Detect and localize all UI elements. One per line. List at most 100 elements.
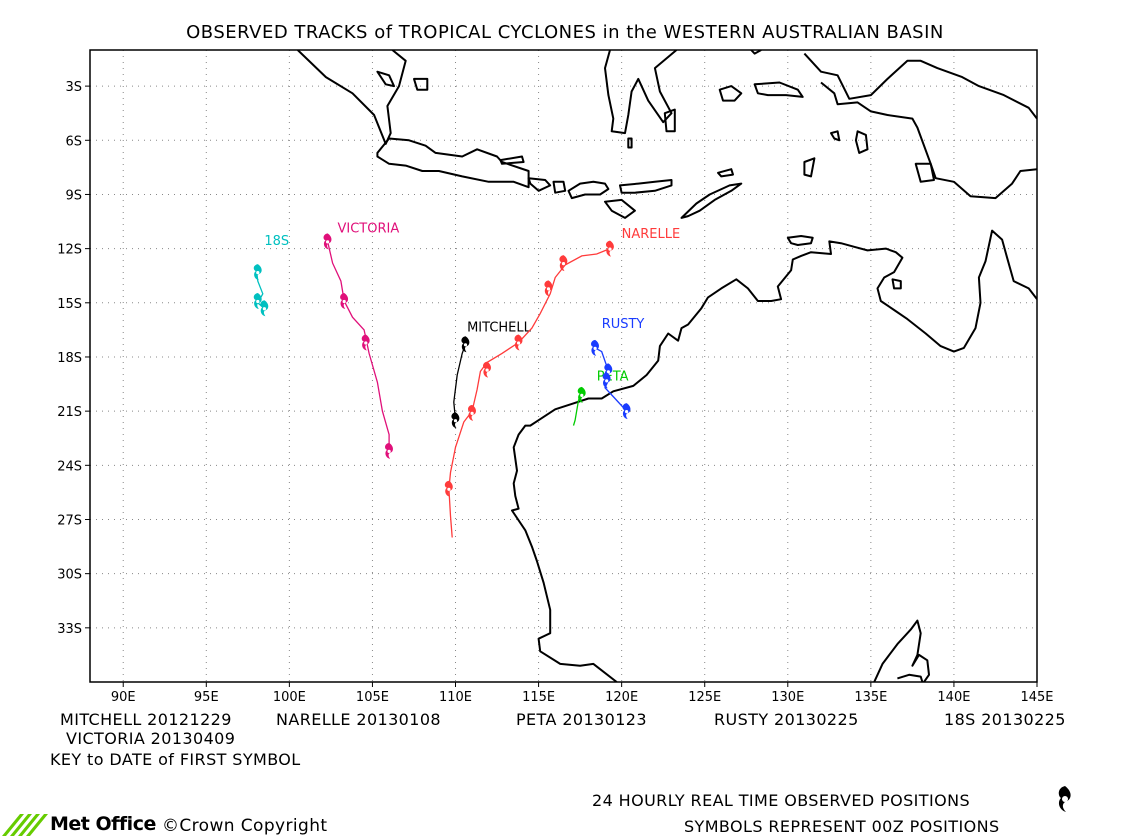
cyclone-position-symbol — [385, 442, 393, 459]
coast-flores — [619, 179, 673, 194]
lon-tick-label: 135E — [854, 690, 887, 705]
coast-selayar — [627, 137, 633, 149]
coast-aru — [854, 130, 869, 154]
key-rusty: RUSTY 20130225 — [714, 710, 859, 729]
lon-tick-label: 145E — [1020, 690, 1053, 705]
lat-tick-label: 3S — [65, 80, 82, 95]
track-narelle: NARELLE — [444, 227, 681, 538]
key-18s: 18S 20130225 — [944, 710, 1066, 729]
lat-tick-label: 21S — [57, 405, 82, 420]
track-rusty: RUSTY — [591, 317, 645, 420]
lat-tick-label: 9S — [65, 188, 82, 203]
met-office-logo-text: Met Office — [50, 813, 156, 835]
coast-buru — [718, 85, 743, 102]
key-mitchell: MITCHELL 20121229 — [60, 710, 232, 729]
coast-groote — [891, 278, 902, 290]
lat-tick-label: 6S — [65, 134, 82, 149]
observed-positions-note: 24 HOURLY REAL TIME OBSERVED POSITIONS — [592, 791, 970, 810]
cyclone-position-symbol — [461, 336, 470, 353]
storm-label: 18S — [264, 234, 289, 249]
copyright-text: ©Crown Copyright — [162, 816, 328, 836]
cyclone-position-symbol — [483, 361, 491, 378]
cyclone-position-symbol — [622, 403, 631, 420]
track-mitchell: MITCHELL — [451, 321, 532, 429]
cyclone-position-symbol — [253, 264, 262, 281]
lon-tick-label: 90E — [111, 690, 136, 705]
lat-tick-label: 18S — [57, 351, 82, 366]
cyclone-position-symbol — [591, 339, 599, 356]
cyclone-position-symbol — [323, 233, 332, 250]
coast-sumba — [604, 198, 636, 219]
lon-tick-label: 110E — [439, 690, 472, 705]
cyclone-position-symbol — [260, 300, 269, 317]
cyclone-position-symbol — [451, 412, 460, 429]
coast-tanimbar — [803, 157, 816, 178]
lat-lon-grid — [90, 50, 1037, 682]
lat-tick-label: 15S — [57, 297, 82, 312]
key-victoria: VICTORIA 20130409 — [66, 729, 236, 748]
lon-tick-label: 100E — [273, 690, 306, 705]
track-victoria: VICTORIA — [323, 221, 400, 459]
axis-tick-labels: 90E 95E 100E 105E 110E 115E 120E 125E 130E 135E 14… — [57, 80, 1053, 705]
cyclone-position-symbol — [253, 293, 262, 309]
cyclone-position-symbol — [577, 386, 586, 403]
coast-seram — [753, 81, 804, 98]
coast-spencer-gulf — [873, 619, 930, 682]
coast-wetar — [717, 168, 734, 178]
symbols-note: SYMBOLS REPRESENT 00Z POSITIONS — [684, 817, 1000, 836]
cyclone-position-symbol — [559, 255, 568, 272]
key-caption: KEY to DATE of FIRST SYMBOL — [50, 750, 301, 769]
coast-timor — [680, 182, 743, 219]
cyclone-position-symbol — [602, 372, 611, 389]
met-office-logo-icon — [2, 814, 48, 836]
lat-tick-label: 24S — [57, 459, 82, 474]
coast-frederikhendrik — [914, 162, 935, 183]
lon-tick-label: 95E — [194, 690, 219, 705]
coastlines — [297, 50, 1037, 682]
coast-buton — [663, 108, 676, 133]
coast-newguinea-south — [820, 81, 1037, 200]
cyclone-position-symbol — [361, 334, 370, 351]
coast-belitung — [413, 77, 429, 91]
lat-tick-label: 27S — [57, 513, 82, 528]
cyclone-symbol-icon — [1058, 786, 1071, 812]
lon-tick-label: 105E — [356, 690, 389, 705]
coast-australia — [511, 229, 1037, 682]
map-title: OBSERVED TRACKS of TROPICAL CYCLONES in … — [186, 22, 944, 43]
cyclone-position-symbol — [468, 404, 476, 421]
coast-sumbawa — [567, 180, 610, 200]
lon-tick-label: 120E — [605, 690, 638, 705]
key-narelle: NARELLE 20130108 — [276, 710, 442, 729]
cyclone-position-symbol — [340, 293, 349, 309]
lat-tick-label: 12S — [57, 243, 82, 258]
cyclone-position-symbol — [444, 480, 453, 497]
coast-halmahera — [750, 50, 762, 55]
map-frame — [89, 49, 1038, 683]
storm-label: VICTORIA — [338, 221, 400, 236]
coast-sumatra — [297, 50, 407, 145]
cyclone-position-symbol — [514, 334, 523, 351]
coast-lombok — [552, 180, 567, 194]
storm-label: PETA — [597, 369, 629, 384]
coast-newguinea — [803, 52, 1037, 120]
cyclone-position-symbol — [544, 280, 553, 297]
storm-label: RUSTY — [602, 317, 645, 332]
lon-tick-label: 140E — [937, 690, 970, 705]
track-line — [448, 247, 611, 538]
key-peta: PETA 20130123 — [516, 710, 647, 729]
track-line — [453, 344, 467, 421]
lon-tick-label: 130E — [771, 690, 804, 705]
track-line — [594, 347, 628, 414]
coast-kei — [830, 130, 841, 142]
coast-melville — [786, 235, 814, 246]
coast-kangaroo — [897, 673, 924, 682]
coast-sulawesi-tip — [604, 50, 678, 135]
coast-bangka — [376, 70, 395, 88]
storm-label: NARELLE — [622, 227, 681, 242]
coast-madura — [499, 155, 525, 165]
storm-label: MITCHELL — [467, 321, 532, 336]
track-18s: 18S — [253, 234, 289, 317]
lat-tick-label: 33S — [57, 622, 82, 637]
lon-tick-label: 115E — [522, 690, 555, 705]
